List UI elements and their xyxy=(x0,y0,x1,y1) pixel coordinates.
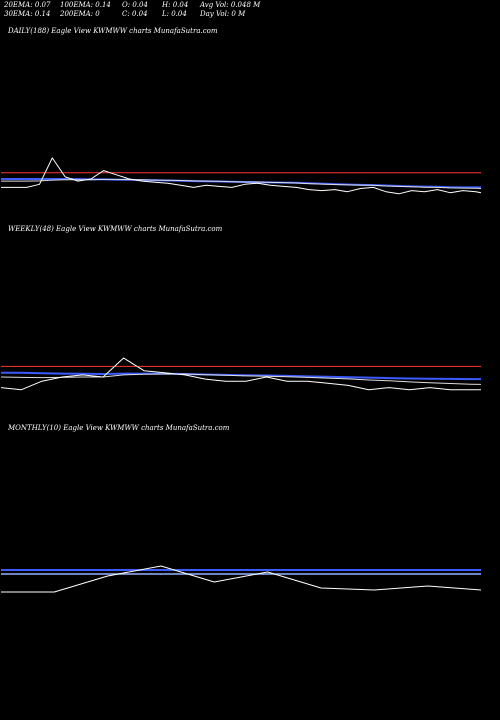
daily-price-line xyxy=(1,157,482,195)
ema20-label: 20EMA: 0.07 xyxy=(4,1,51,9)
close-label: C: 0.04 xyxy=(122,10,148,18)
weekly-ema-blue-line xyxy=(1,371,481,381)
monthly-price-line xyxy=(1,565,482,593)
weekly-chart-panel: WEEKLY(48) Eagle View KWMWW charts Munaf… xyxy=(0,225,500,415)
weekly-chart-plot xyxy=(0,357,482,391)
daily-chart-plot xyxy=(1,157,482,195)
weekly-price-line xyxy=(0,357,481,391)
daily-ema-white-line xyxy=(1,178,482,189)
chart-header: 20EMA: 0.07 100EMA: 0.14 O: 0.04 H: 0.04… xyxy=(0,0,500,20)
day-vol-label: Day Vol: 0 M xyxy=(200,10,246,18)
open-label: O: 0.04 xyxy=(122,1,148,9)
ema30-label: 30EMA: 0.14 xyxy=(4,10,51,18)
avg-vol-label: Avg Vol: 0.048 M xyxy=(200,1,261,9)
monthly-chart-panel: MONTHLY(10) Eagle View KWMWW charts Muna… xyxy=(0,424,500,624)
ema200-label: 200EMA: 0 xyxy=(60,10,100,18)
monthly-chart-title: MONTHLY(10) Eagle View KWMWW charts Muna… xyxy=(8,424,230,432)
daily-chart-title: DAILY(188) Eagle View KWMWW charts Munaf… xyxy=(8,27,218,35)
high-label: H: 0.04 xyxy=(162,1,189,9)
daily-chart-panel: DAILY(188) Eagle View KWMWW charts Munaf… xyxy=(0,27,500,217)
ema100-label: 100EMA: 0.14 xyxy=(60,1,111,9)
monthly-chart-plot xyxy=(1,565,482,593)
low-label: L: 0.04 xyxy=(162,10,187,18)
weekly-ema-white-line xyxy=(0,373,482,385)
weekly-chart-title: WEEKLY(48) Eagle View KWMWW charts Munaf… xyxy=(8,225,223,233)
